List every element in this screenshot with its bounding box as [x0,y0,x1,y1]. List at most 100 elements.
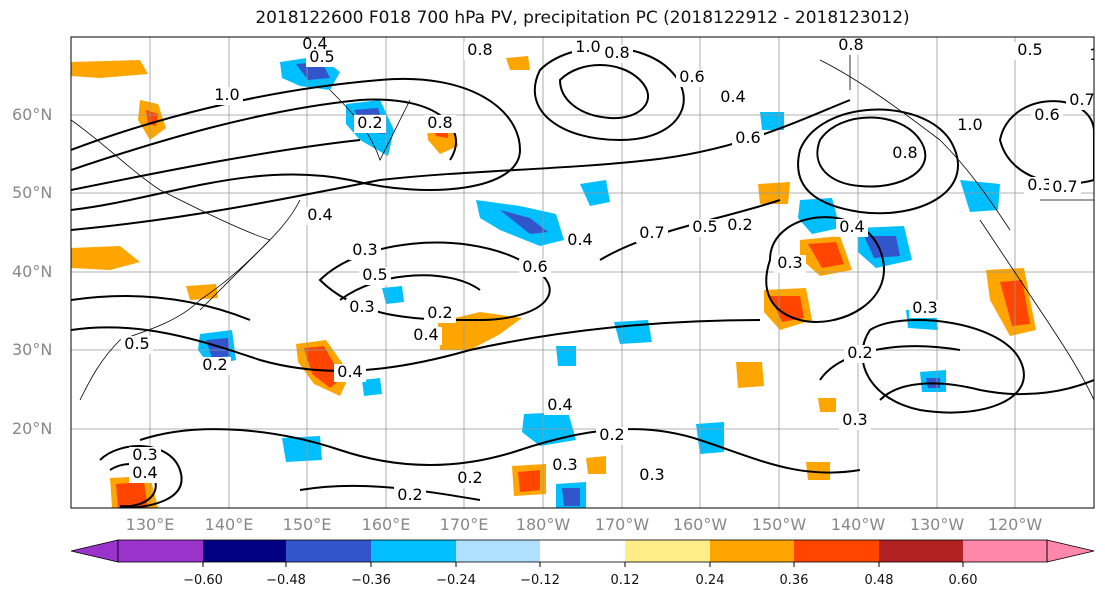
contour-label: 0.8 [604,43,629,62]
contour-label: 0.2 [727,215,752,234]
colorbar-tick-label: −0.48 [266,573,306,588]
longitude-label: 160°W [672,515,728,534]
contour-line [71,319,761,372]
contour-line [299,484,481,501]
contour-label: 0.3 [352,240,377,259]
contour-label: 0.8 [467,40,492,59]
pv-contours [71,46,1094,508]
contour-label-bg [572,39,604,57]
contour-label: 0.4 [132,463,157,482]
colorbar-segment [203,540,286,562]
contour-label-bg [1049,179,1081,197]
contour-label-bg [199,357,231,375]
contour-label-bg [1014,42,1046,60]
colorbar-segment [710,540,794,562]
contour-label-bg [306,49,338,67]
precip-patch [864,236,900,258]
contour-label-bg [211,87,243,105]
colorbar-segment [540,540,625,562]
contour-label-bg [304,207,336,225]
contour-label-bg [1086,47,1094,65]
coastline-kamchatka [329,89,411,162]
contour-label-bg [836,219,868,237]
colorbar-segment [879,540,963,562]
precip-patch [798,198,840,234]
contour-label-bg [844,345,876,363]
contour-label-bg [549,457,581,475]
precip-patch [518,470,540,492]
coastline-japan [199,199,301,311]
precip-patch [736,362,764,388]
contour-label: 0.2 [847,343,872,362]
contour-line [558,64,650,120]
contour-label-bg [724,217,756,235]
contour-label: 0.3 [1027,175,1052,194]
colorbar-tick-label: 0.48 [864,573,894,588]
contour-label-bg [601,45,633,63]
colorbar-tick-label: 0.24 [695,573,725,588]
colorbar-tick-label: −0.36 [351,573,391,588]
colorbar-segment [456,540,540,562]
precip-patch [760,112,784,130]
precip-patch [556,346,576,366]
latitude-label: 20°N [12,419,53,438]
colorbar-tick-label: −0.24 [436,573,476,588]
contour-line [71,295,251,321]
contour-line [599,199,781,261]
contour-label-bg [636,467,668,485]
contour-line [861,319,1025,414]
precip-patch [500,210,548,234]
contour-line [879,379,1094,401]
precip-patch [71,246,140,270]
precip-patch [362,378,382,396]
contour-label: 0.2 [202,355,227,374]
precip-patch [206,338,230,358]
contour-label: 0.6 [1034,105,1059,124]
colorbar-segment [286,540,371,562]
contour-label: 0.4 [839,217,864,236]
contour-label: 0.5 [692,217,717,236]
contour-label-bg [129,447,161,465]
contour-label-bg [909,300,941,318]
contour-label: 0.7 [639,223,664,242]
precip-patch [586,456,606,474]
contour-line [318,241,551,322]
contour-label: 0.4 [307,205,332,224]
contour-line [816,116,927,188]
contour-label: 0.3 [132,445,157,464]
contour-label: 0.3 [912,298,937,317]
colorbar-segment [625,540,710,562]
colorbar-segment [371,540,456,562]
latitude-label: 30°N [12,340,53,359]
contour-label: 0.2 [457,468,482,487]
precip-patch [806,462,830,480]
contour-label-bg [835,37,867,55]
contour-label-bg [346,299,378,317]
precip-patch [186,284,218,300]
precip-patch [562,488,580,506]
longitude-label: 160°E [361,515,411,534]
contour-label: 0.2 [427,303,452,322]
contour-label: 0.4 [337,362,362,381]
colorbar-frame [117,539,1048,563]
contour-label-bg [596,427,628,445]
longitude-label: 130°W [909,515,965,534]
coastline-alaska [819,59,1011,231]
precip-patch [304,346,342,388]
contour-label-bg [349,242,381,260]
contour-label-bg [464,42,496,60]
latitude-label: 40°N [12,262,53,281]
colorbar-tick-label: 0.60 [948,573,978,588]
coastline-north-america [979,219,1094,401]
contour-label: 0.4 [720,87,745,106]
contour-label-bg [424,305,456,323]
precip-patch [382,286,404,304]
contour-label: 0.3 [639,465,664,484]
contour-label-bg [424,115,456,133]
contour-label: 1.0 [957,115,982,134]
longitude-label: 150°E [282,515,332,534]
contour-label: 1.0 [214,85,239,104]
contour-label-bg [394,487,426,505]
contour-label: 0.8 [838,35,863,54]
